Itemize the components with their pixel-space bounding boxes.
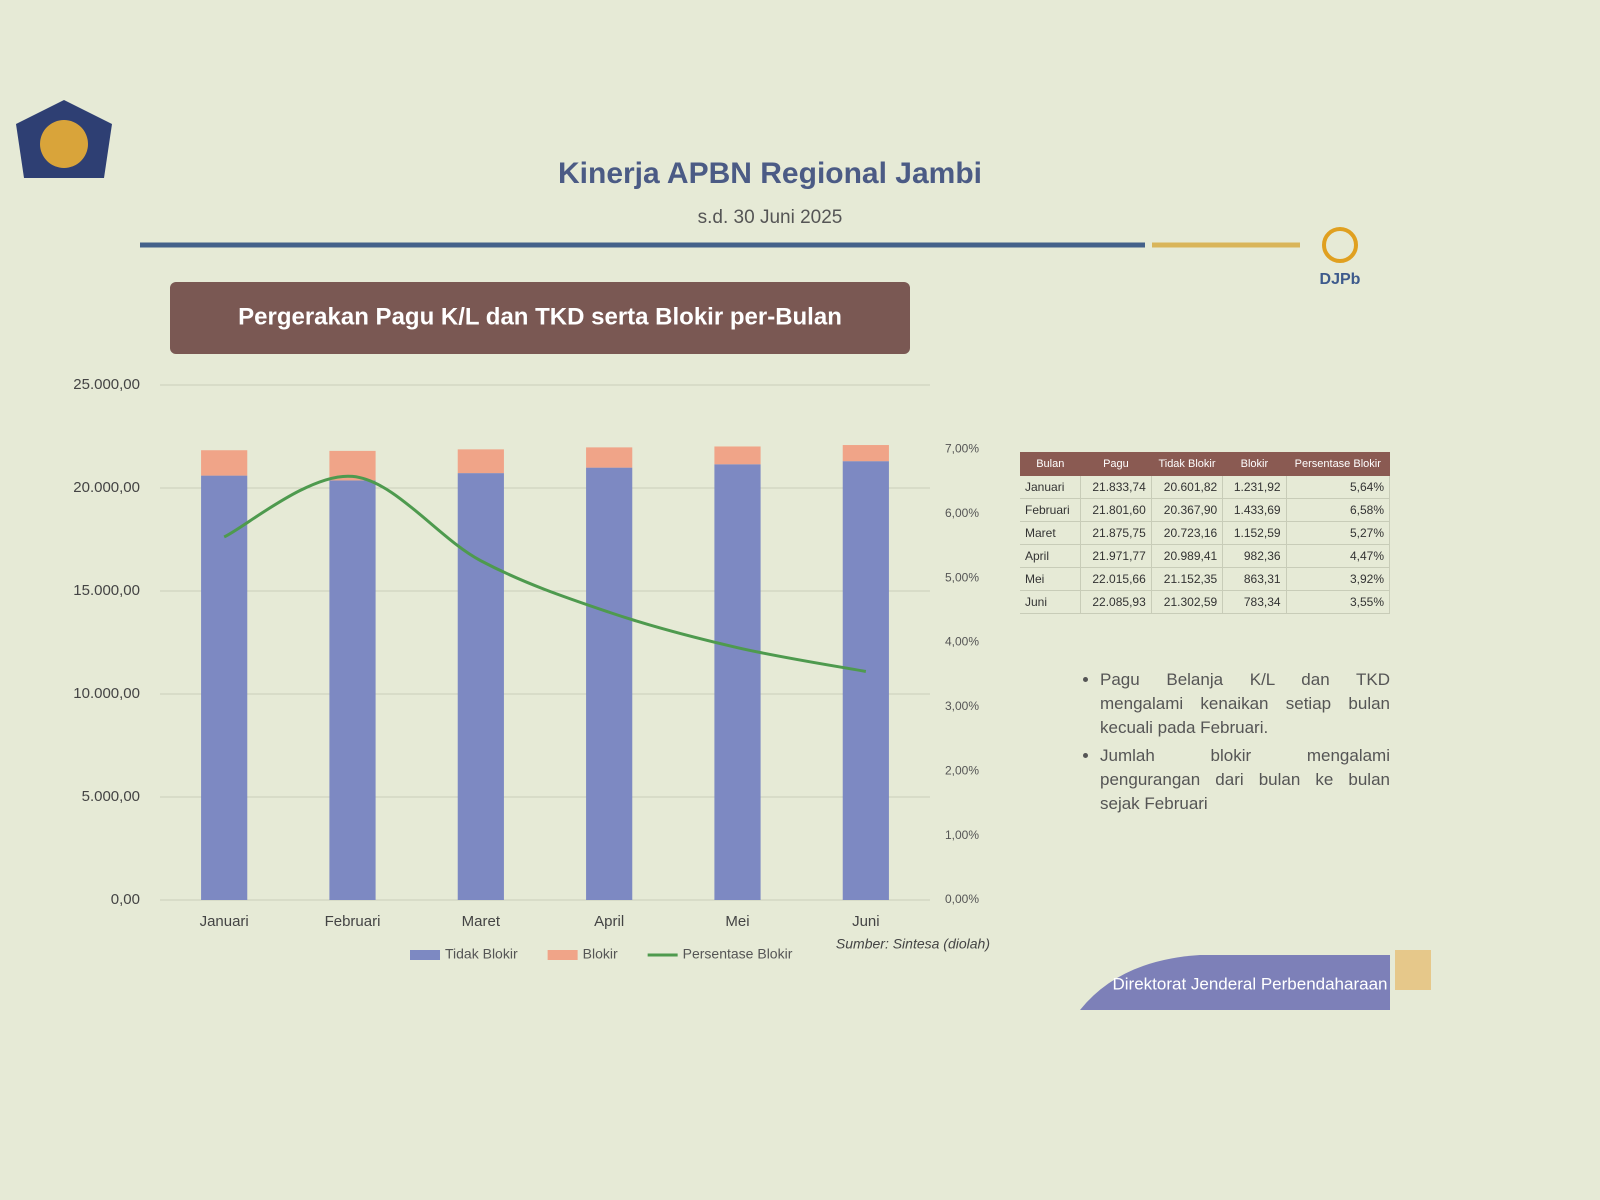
table-cell: 20.367,90 [1151,498,1224,522]
table-cell: 21.152,35 [1151,567,1224,591]
table-row: Februari 21.801,60 20.367,90 1.433,69 6,58% [1020,498,1391,522]
banner-text: Pergerakan Pagu K/L dan TKD serta Blokir… [238,303,842,330]
bar [842,461,889,900]
table-cell: 21.971,77 [1080,544,1152,568]
table-cell: 20.723,16 [1151,521,1224,545]
bullet-list: Pagu Belanja K/L dan TKD mengalami kenai… [1080,668,1390,820]
table-cell: 4,47% [1286,544,1391,568]
djpb-logo [1322,227,1358,263]
bar [842,445,889,462]
bullet: Jumlah blokir mengalami pengurangan dari… [1100,744,1390,816]
y-tick-label: 25.000,00 [73,376,140,393]
table-cell: 783,34 [1222,590,1287,614]
y2-tick-label: 2,00% [945,763,979,777]
table-cell: 22.085,93 [1080,590,1152,614]
x-tick-label: April [594,913,624,930]
y2-tick-label: 3,00% [945,699,979,713]
slide-title: Kinerja APBN Regional Jambi [558,157,982,190]
x-tick-label: Februari [325,913,381,930]
table-body: Januari 21.833,74 20.601,82 1.231,92 5,64% Fe… [1020,476,1391,614]
table-cell: April [1020,544,1082,568]
legend-swatch [547,950,578,960]
bar [201,450,248,476]
y2-tick-label: 4,00% [945,635,979,649]
slide-subtitle: s.d. 30 Juni 2025 [698,207,843,228]
line [223,474,867,673]
table-header: Bulan Pagu Tidak Blokir Blokir Persentase Bl… [1020,452,1390,476]
table-cell: 3,55% [1286,590,1391,614]
table-row: Januari 21.833,74 20.601,82 1.231,92 5,64% [1020,476,1391,499]
y2-tick-label: 6,00% [945,506,979,520]
table-row: Juni 22.085,93 21.302,59 783,34 3,55% [1020,590,1391,614]
bullet: Pagu Belanja K/L dan TKD mengalami kenai… [1100,668,1390,740]
data-table: Bulan Pagu Tidak Blokir Blokir Persentase Bl… [1020,452,1391,614]
x-tick-label: Maret [462,913,501,930]
y-tick-label: 15.000,00 [73,582,140,599]
table-cell: Mei [1020,567,1082,591]
bar [586,467,633,900]
table-cell: 20.989,41 [1151,544,1224,568]
y-tick-label: 5.000,00 [82,788,140,805]
table-cell: 5,64% [1286,476,1391,499]
table-cell: 3,92% [1286,567,1391,591]
bar [201,475,248,900]
banner [170,282,910,354]
table-header-cell: Tidak Blokir [1151,452,1223,476]
table-cell: 21.875,75 [1080,521,1152,545]
table-cell: 20.601,82 [1151,476,1224,499]
table-header-cell: Bulan [1020,452,1081,476]
y2-tick-label: 7,00% [945,442,979,456]
footer-accent [1395,950,1431,990]
table-cell: 21.302,59 [1151,590,1224,614]
y2-tick-label: 1,00% [945,828,979,842]
table-cell: 22.015,66 [1080,567,1152,591]
x-tick-label: Juni [852,913,880,930]
y-tick-label: 20.000,00 [73,479,140,496]
table-cell: 863,31 [1222,567,1287,591]
legend-label: Persentase Blokir [683,946,793,962]
table-cell: Januari [1020,476,1082,499]
table-cell: 5,27% [1286,521,1391,545]
legend-label: Tidak Blokir [445,946,518,962]
bar [457,449,504,474]
table-cell: Juni [1020,590,1082,614]
table-row: Mei 22.015,66 21.152,35 863,31 3,92% [1020,567,1391,591]
y2-tick-label: 5,00% [945,570,979,584]
table-cell: 21.833,74 [1080,476,1152,499]
footer-band [1080,955,1390,1010]
logo-emblem [40,120,88,168]
table-cell: 982,36 [1222,544,1287,568]
bar [714,446,761,465]
footer-text: Direktorat Jenderal Perbendaharaan [1112,974,1387,993]
table-cell: 1.231,92 [1222,476,1287,499]
y2-tick-label: 0,00% [945,892,979,906]
y-tick-label: 10.000,00 [73,685,140,702]
table-header-cell: Blokir [1222,452,1287,476]
table-row: Maret 21.875,75 20.723,16 1.152,59 5,27% [1020,521,1391,545]
table-row: April 21.971,77 20.989,41 982,36 4,47% [1020,544,1391,568]
bar [586,447,633,468]
bar [714,464,761,900]
table-cell: 6,58% [1286,498,1391,522]
source-note: Sumber: Sintesa (diolah) [836,936,990,952]
table-cell: Februari [1020,498,1082,522]
table-cell: 1.152,59 [1222,521,1287,545]
table-cell: Maret [1020,521,1082,545]
bar [457,473,504,900]
x-tick-label: Mei [725,913,749,930]
table-cell: 1.433,69 [1222,498,1287,522]
legend-label: Blokir [583,946,618,962]
x-tick-label: Januari [200,913,249,930]
table-cell: 21.801,60 [1080,498,1152,522]
legend-swatch [410,950,440,960]
table-header-cell: Persentase Blokir [1286,452,1390,476]
bar [329,480,376,900]
y-tick-label: 0,00 [111,891,140,908]
table-header-cell: Pagu [1080,452,1152,476]
djpb-logo-text: DJPb [1320,271,1361,288]
